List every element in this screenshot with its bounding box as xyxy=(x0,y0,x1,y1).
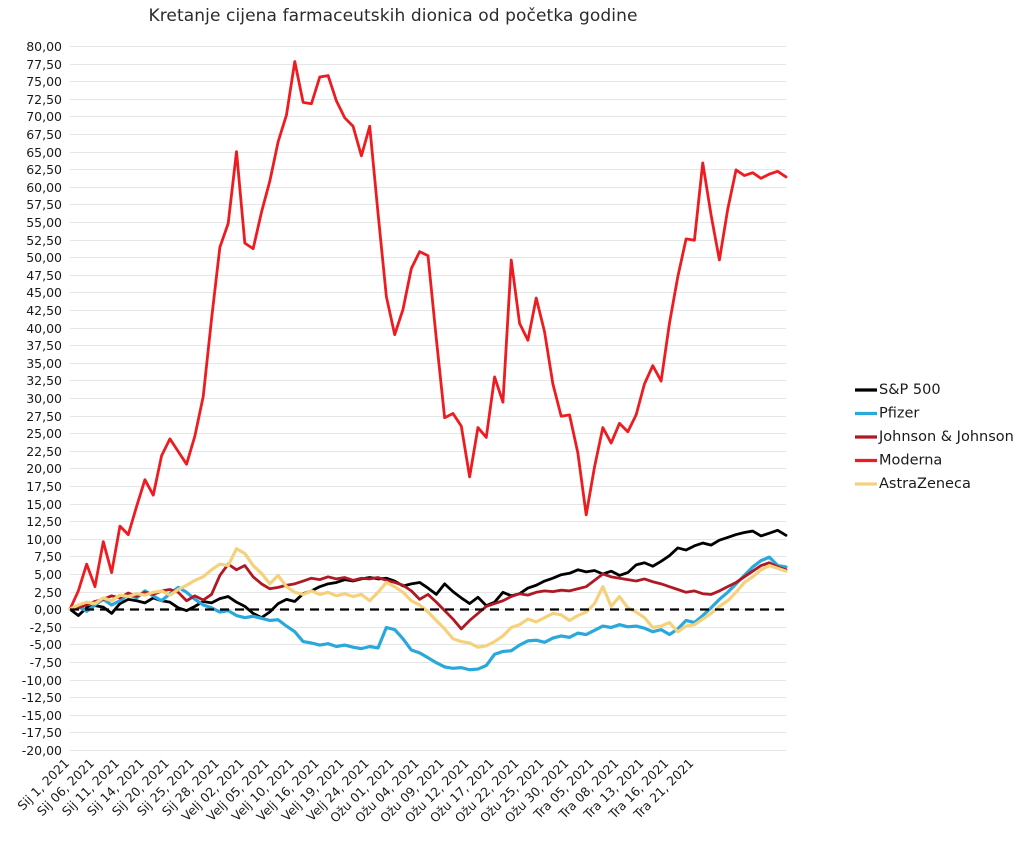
y-axis-tick-label: 15,00 xyxy=(26,497,62,512)
y-axis-tick-label: -2,50 xyxy=(30,620,62,635)
y-axis-tick-label: 17,50 xyxy=(26,479,62,494)
y-axis-tick-label: 30,00 xyxy=(26,391,62,406)
y-axis-tick-label: -7,50 xyxy=(30,655,62,670)
y-axis-tick-label: 72,50 xyxy=(26,92,62,107)
y-axis-tick-label: 67,50 xyxy=(26,127,62,142)
legend-label-astrazeneca[interactable]: AstraZeneca xyxy=(879,476,971,492)
series-line-johnson-johnson xyxy=(68,561,788,631)
y-axis-tick-label: 50,00 xyxy=(26,250,62,265)
y-axis-tick-label: 55,00 xyxy=(26,215,62,230)
y-axis-tick-label: -12,50 xyxy=(22,690,62,705)
series-line-moderna xyxy=(68,60,788,611)
y-axis-tick-label: 25,00 xyxy=(26,426,62,441)
series-line-astrazeneca xyxy=(68,547,788,649)
y-axis-tick-label: 75,00 xyxy=(26,74,62,89)
legend-label-johnson-johnson[interactable]: Johnson & Johnson xyxy=(878,429,1014,445)
chart-legend: S&P 500 Pfizer Johnson & Johnson Moderna Ast… xyxy=(855,382,1014,492)
series-group xyxy=(68,60,788,672)
y-axis-tick-label: 2,50 xyxy=(34,585,62,600)
y-axis-tick-label: 37,50 xyxy=(26,338,62,353)
legend-label-pfizer[interactable]: Pfizer xyxy=(879,406,919,422)
y-axis-tick-label: 27,50 xyxy=(26,409,62,424)
y-axis-tick-label: 80,00 xyxy=(26,39,62,54)
y-axis-tick-label: -17,50 xyxy=(22,725,62,740)
y-axis-tick-label: 35,00 xyxy=(26,356,62,371)
y-axis-tick-label: 52,50 xyxy=(26,233,62,248)
y-axis-tick-label: 0,00 xyxy=(34,602,62,617)
chart-title: Kretanje cijena farmaceutskih dionica od… xyxy=(148,6,638,26)
y-axis-tick-label: -20,00 xyxy=(22,743,62,758)
y-axis-tick-label: -10,00 xyxy=(22,673,62,688)
y-axis-tick-label: 7,50 xyxy=(34,549,62,564)
series-line-pfizer xyxy=(68,555,788,672)
legend-label-moderna[interactable]: Moderna xyxy=(879,453,942,469)
y-axis-tick-label: 77,50 xyxy=(26,57,62,72)
y-axis-tick-labels: 80,00 77,50 75,00 72,50 70,00 67,50 65,00 62,50… xyxy=(22,39,62,758)
gridlines-group xyxy=(70,46,786,751)
y-axis-tick-label: 40,00 xyxy=(26,321,62,336)
y-axis-tick-label: 12,50 xyxy=(26,514,62,529)
y-axis-tick-label: 32,50 xyxy=(26,373,62,388)
y-axis-tick-label: 10,00 xyxy=(26,532,62,547)
y-axis-tick-label: 5,00 xyxy=(34,567,62,582)
y-axis-tick-label: 20,00 xyxy=(26,461,62,476)
y-axis-tick-label: -5,00 xyxy=(30,637,62,652)
y-axis-tick-label: 22,50 xyxy=(26,444,62,459)
y-axis-tick-label: 45,00 xyxy=(26,285,62,300)
y-axis-tick-label: 57,50 xyxy=(26,197,62,212)
y-axis-tick-label: 60,00 xyxy=(26,180,62,195)
y-axis-tick-label: 47,50 xyxy=(26,268,62,283)
legend-label-s-p-500[interactable]: S&P 500 xyxy=(879,382,941,398)
y-axis-tick-label: 62,50 xyxy=(26,162,62,177)
y-axis-tick-label: 70,00 xyxy=(26,109,62,124)
y-axis-tick-label: 42,50 xyxy=(26,303,62,318)
y-axis-tick-label: -15,00 xyxy=(22,708,62,723)
series-line-s-p-500 xyxy=(68,528,788,620)
y-axis-tick-label: 65,00 xyxy=(26,145,62,160)
